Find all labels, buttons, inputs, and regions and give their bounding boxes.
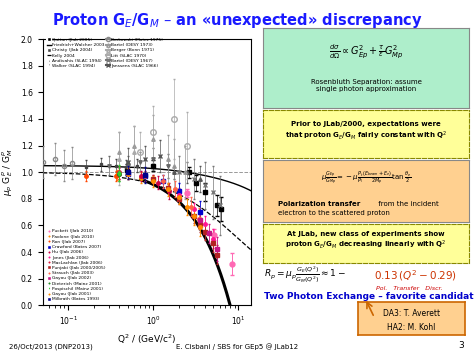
Text: from the incident: from the incident <box>376 202 439 207</box>
Text: Polarization transfer: Polarization transfer <box>277 202 360 207</box>
Text: $0.13\,(Q^2 - 0.29)$: $0.13\,(Q^2 - 0.29)$ <box>374 268 457 283</box>
Text: DA3: T. Averett: DA3: T. Averett <box>383 309 440 318</box>
Text: Rosenbluth Separation: assume
single photon approximation: Rosenbluth Separation: assume single pho… <box>311 80 421 92</box>
Text: electron to the scattered proton: electron to the scattered proton <box>277 209 389 215</box>
Text: At JLab, new class of experiments show
proton G$_E$/G$_M$ decreasing linearly wi: At JLab, new class of experiments show p… <box>285 231 447 251</box>
Text: Proton G$_E$/G$_M$ – an «unexpected» discrepancy: Proton G$_E$/G$_M$ – an «unexpected» dis… <box>52 11 422 30</box>
Text: $R_p = \mu_p\frac{G_E(Q^2)}{G_M(Q^2)} \approx 1 - $: $R_p = \mu_p\frac{G_E(Q^2)}{G_M(Q^2)} \a… <box>264 265 346 285</box>
Text: 26/Oct/2013 (DNP2013): 26/Oct/2013 (DNP2013) <box>9 343 93 350</box>
Text: E. Cisbani / SBS for GEp5 @ JLab12: E. Cisbani / SBS for GEp5 @ JLab12 <box>176 343 298 350</box>
Text: $\frac{d\sigma}{d\Omega} \propto G_{Ep}^2 + \frac{\tau}{\varepsilon}G_{Mp}^2$: $\frac{d\sigma}{d\Omega} \propto G_{Ep}^… <box>329 42 403 60</box>
Text: 3: 3 <box>459 341 465 350</box>
X-axis label: Q$^2$ / (GeV/c$^2$): Q$^2$ / (GeV/c$^2$) <box>117 333 177 346</box>
Text: Prior to JLab/2000, expectations were
that proton G$_E$/G$_M$ fairly constant wi: Prior to JLab/2000, expectations were th… <box>285 121 447 142</box>
Text: Pol.   Transfer   Discr.: Pol. Transfer Discr. <box>376 286 442 291</box>
Text: HA2: M. Kohl: HA2: M. Kohl <box>387 323 436 332</box>
Text: Two Photon Exchange – favorite candidate: Two Photon Exchange – favorite candidate <box>264 292 474 301</box>
Y-axis label: $\mu_p$ G$^p_E$ / G$^p_M$: $\mu_p$ G$^p_E$ / G$^p_M$ <box>1 148 15 196</box>
Text: $\mu\frac{G_{Ep}}{G_{Mp}} = -\mu\frac{P_t}{P_l}\frac{(E_{beam}+E_e)}{2M_p}\tan\f: $\mu\frac{G_{Ep}}{G_{Mp}} = -\mu\frac{P_… <box>321 169 411 187</box>
Legend: Puckett (Jlab 2010), Paolone (Jlab 2010), Ron (Jlab 2007), Crawford (Bates 2007): Puckett (Jlab 2010), Paolone (Jlab 2010)… <box>45 228 107 303</box>
